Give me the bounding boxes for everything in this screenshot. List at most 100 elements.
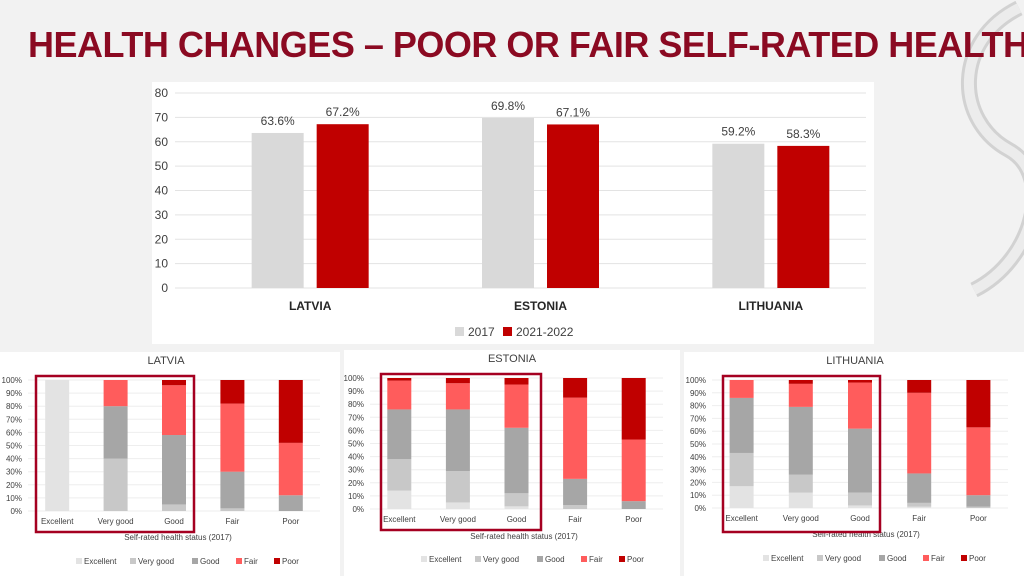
- legend-swatch: [130, 558, 136, 564]
- y-tick-label: 20: [155, 232, 169, 246]
- y-tick-label: 90%: [690, 389, 706, 398]
- x-category-label: Poor: [625, 515, 642, 524]
- y-tick-label: 70%: [690, 414, 706, 423]
- stack-seg-very-good: [907, 502, 932, 507]
- legend-label: Excellent: [771, 554, 804, 563]
- stack-seg-good: [563, 478, 588, 506]
- highlight-box: [34, 374, 196, 534]
- x-category-label: LATVIA: [289, 299, 332, 313]
- y-tick-label: 100%: [686, 376, 706, 385]
- decorative-logo-watermark: [960, 0, 1024, 298]
- y-tick-label: 0%: [352, 505, 364, 514]
- stack-seg-very-good: [220, 508, 245, 511]
- y-tick-label: 0: [161, 281, 168, 295]
- stack-seg-fair: [445, 383, 470, 410]
- y-tick-label: 50: [155, 159, 169, 173]
- legend-label: Very good: [483, 555, 519, 564]
- legend-swatch: [923, 555, 929, 561]
- x-category-label: Fair: [912, 514, 926, 523]
- y-tick-label: 20%: [6, 481, 22, 490]
- stack-seg-good: [162, 435, 186, 505]
- stack-seg-very-good: [966, 506, 991, 508]
- data-label: 63.6%: [261, 114, 295, 128]
- stack-seg-very-good: [103, 458, 128, 511]
- x-category-label: Very good: [783, 514, 819, 523]
- legend-label: Poor: [282, 557, 299, 566]
- y-tick-label: 30: [155, 208, 169, 222]
- y-tick-label: 10%: [690, 491, 706, 500]
- y-tick-label: 70%: [6, 415, 22, 424]
- data-label: 67.1%: [556, 105, 590, 119]
- x-category-label: Fair: [568, 515, 582, 524]
- bar-2021-2022-lithuania: [777, 145, 830, 288]
- stack-seg-fair: [103, 380, 128, 407]
- y-tick-label: 60%: [6, 428, 22, 437]
- y-tick-label: 60%: [690, 427, 706, 436]
- y-tick-label: 100%: [344, 374, 364, 383]
- y-tick-label: 80: [155, 86, 169, 100]
- small-chart-title: LATVIA: [147, 355, 185, 367]
- data-label: 69.8%: [491, 99, 525, 113]
- x-category-label: Very good: [440, 515, 476, 524]
- y-tick-label: 80%: [690, 402, 706, 411]
- legend-swatch: [879, 555, 885, 561]
- legend-swatch: [619, 556, 625, 562]
- x-category-label: Excellent: [41, 517, 74, 526]
- y-tick-label: 70%: [348, 413, 364, 422]
- highlight-box: [379, 372, 543, 532]
- small-chart-title: ESTONIA: [488, 353, 537, 365]
- y-tick-label: 40%: [690, 453, 706, 462]
- bar-2021-2022-estonia: [547, 124, 599, 288]
- y-tick-label: 60%: [348, 426, 364, 435]
- stack-seg-poor: [278, 380, 303, 443]
- y-tick-label: 40: [155, 184, 169, 198]
- stack-seg-poor: [563, 378, 588, 398]
- y-tick-label: 40%: [6, 455, 22, 464]
- stack-seg-excellent: [788, 492, 813, 508]
- stack-seg-good: [848, 428, 872, 493]
- legend-label: Very good: [825, 554, 861, 563]
- y-tick-label: 10%: [6, 494, 22, 503]
- legend-label: Very good: [138, 557, 174, 566]
- bar-2017-lithuania: [712, 143, 765, 288]
- legend-swatch: [421, 556, 427, 562]
- y-tick-label: 20%: [348, 479, 364, 488]
- stack-seg-poor: [848, 380, 872, 383]
- stack-seg-good: [729, 397, 754, 453]
- x-axis-title: Self-rated health status (2017): [124, 533, 232, 542]
- stack-seg-fair: [220, 403, 245, 472]
- x-category-label: Very good: [98, 517, 134, 526]
- stack-seg-poor: [387, 378, 412, 381]
- stack-seg-excellent: [907, 506, 932, 508]
- legend-label: 2021-2022: [516, 325, 574, 339]
- x-category-label: Poor: [282, 517, 299, 526]
- data-label: 59.2%: [721, 125, 755, 139]
- y-tick-label: 90%: [348, 387, 364, 396]
- stack-seg-fair: [848, 382, 872, 429]
- stack-seg-excellent: [504, 506, 529, 509]
- y-tick-label: 50%: [690, 440, 706, 449]
- stack-seg-good: [966, 495, 991, 507]
- data-label: 58.3%: [786, 127, 820, 141]
- legend-label: Good: [200, 557, 220, 566]
- stack-seg-good: [445, 409, 470, 472]
- slide-title: HEALTH CHANGES – POOR OR FAIR SELF-RATED…: [28, 24, 1024, 65]
- legend-swatch: [763, 555, 769, 561]
- stack-seg-poor: [162, 380, 186, 386]
- x-category-label: ESTONIA: [514, 299, 567, 313]
- stack-seg-fair: [278, 442, 303, 496]
- y-tick-label: 70: [155, 110, 169, 124]
- stack-seg-very-good: [788, 474, 813, 493]
- y-tick-label: 0%: [10, 507, 22, 516]
- x-category-label: Fair: [226, 517, 240, 526]
- stack-seg-fair: [966, 427, 991, 496]
- stack-seg-excellent: [45, 380, 70, 511]
- stack-seg-excellent: [729, 486, 754, 508]
- x-category-label: Excellent: [383, 515, 416, 524]
- stack-seg-very-good: [729, 452, 754, 487]
- legend-swatch: [475, 556, 481, 562]
- y-tick-label: 30%: [690, 466, 706, 475]
